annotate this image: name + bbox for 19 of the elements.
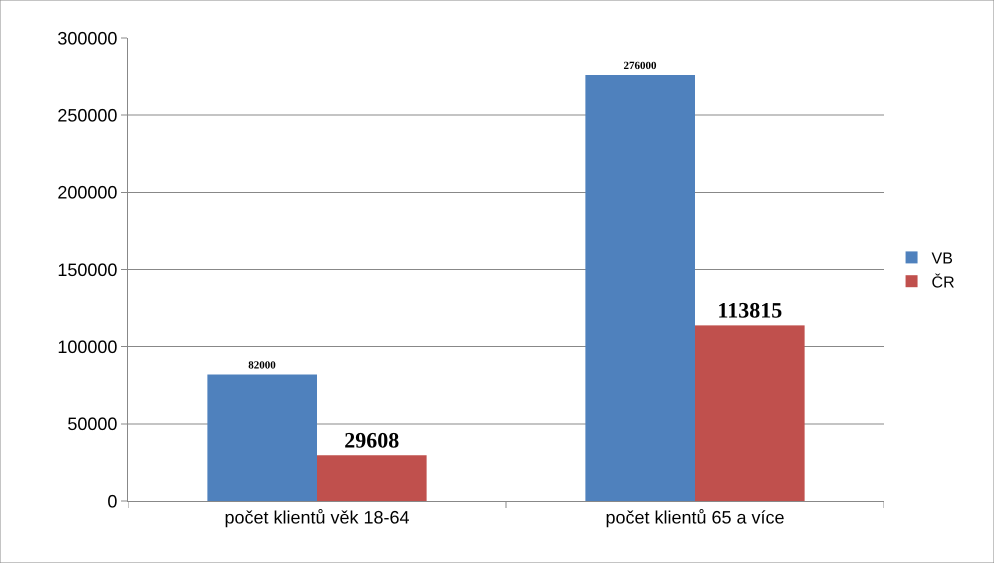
data-label: 29608: [344, 427, 400, 452]
bar: [207, 374, 317, 501]
y-tick-label: 100000: [57, 336, 118, 357]
legend-label: VB: [932, 250, 953, 268]
x-tick-label: počet klientů 65 a více: [605, 508, 785, 528]
data-label: 113815: [717, 297, 782, 322]
y-tick-label: 250000: [57, 105, 118, 126]
y-tick-label: 0: [107, 491, 118, 512]
y-tick-label: 50000: [67, 414, 118, 434]
bar: [585, 75, 695, 501]
legend-label: ČR: [932, 273, 955, 292]
y-tick-label: 200000: [57, 182, 118, 203]
y-tick-label: 150000: [57, 260, 118, 280]
data-label: 82000: [248, 359, 276, 372]
bar: [695, 325, 805, 501]
bar: [317, 455, 427, 501]
x-tick-label: počet klientů věk 18-64: [224, 508, 410, 528]
y-tick-label: 300000: [57, 28, 118, 48]
data-label: 276000: [623, 60, 657, 72]
